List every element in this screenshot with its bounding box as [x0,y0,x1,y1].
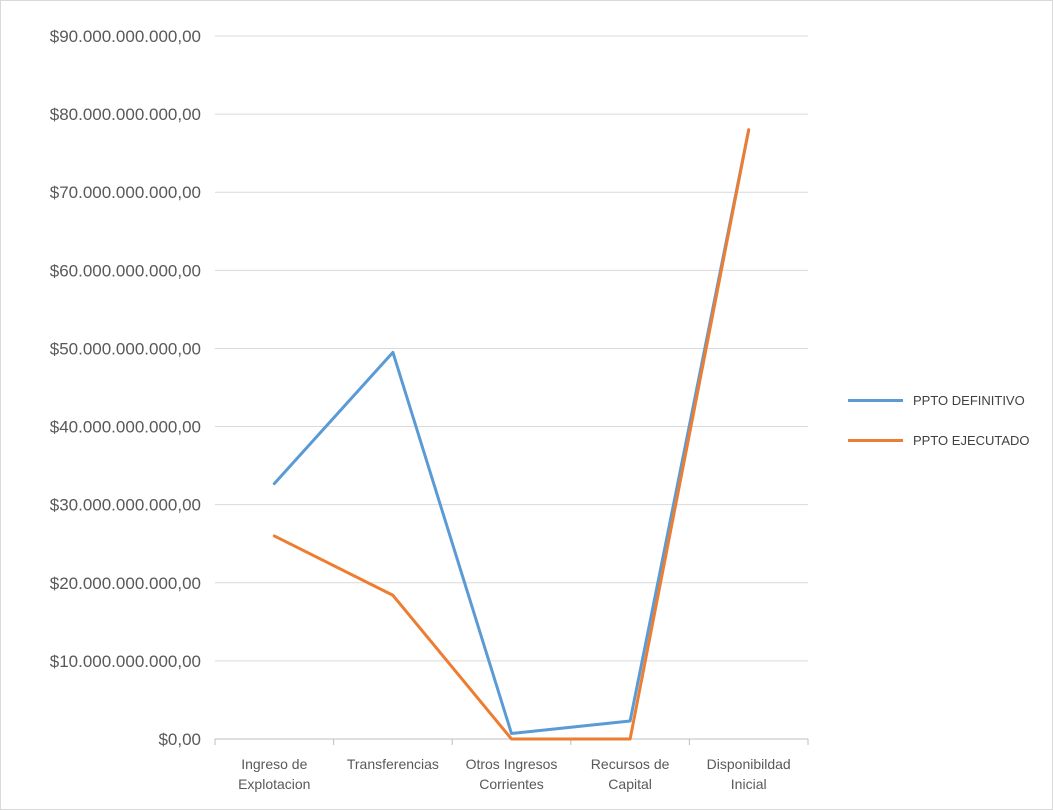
series-line [272,128,751,736]
gridlines [215,35,808,662]
x-tick-label: Transferencias [347,756,439,772]
x-tick-label: Ingreso de Explotacion [238,756,310,792]
series-line [272,128,751,741]
legend-label: PPTO DEFINITIVO [913,392,1025,408]
legend-swatch [848,398,903,402]
y-tick-label: $90.000.000.000,00 [50,27,201,46]
y-tick-label: $80.000.000.000,00 [50,105,201,124]
y-tick-label: $20.000.000.000,00 [50,574,201,593]
legend-item: PPTO DEFINITIVO [848,380,1053,420]
legend-item: PPTO EJECUTADO [848,420,1053,460]
x-tick-label: Recursos de Capital [591,756,670,792]
x-axis-tick-labels: Ingreso de Explotacion Transferencias Otros… [238,756,791,792]
y-tick-label: $30.000.000.000,00 [50,496,201,515]
y-tick-label: $70.000.000.000,00 [50,183,201,202]
y-tick-label: $0,00 [158,730,201,749]
x-tick-label: Disponibildad Inicial [707,756,791,792]
y-axis-tick-labels: $0,00 $10.000.000.000,00 $20.000.000.000,0… [50,27,201,749]
y-tick-label: $50.000.000.000,00 [50,339,201,358]
legend-swatch [848,438,903,442]
y-tick-label: $10.000.000.000,00 [50,652,201,671]
x-tick-label: Otros Ingresos Corrientes [466,756,558,792]
legend-label: PPTO EJECUTADO [913,432,1030,448]
series-lines [272,128,751,741]
legend: PPTO DEFINITIVO PPTO EJECUTADO [848,380,1053,460]
y-tick-label: $40.000.000.000,00 [50,418,201,437]
y-tick-label: $60.000.000.000,00 [50,261,201,280]
